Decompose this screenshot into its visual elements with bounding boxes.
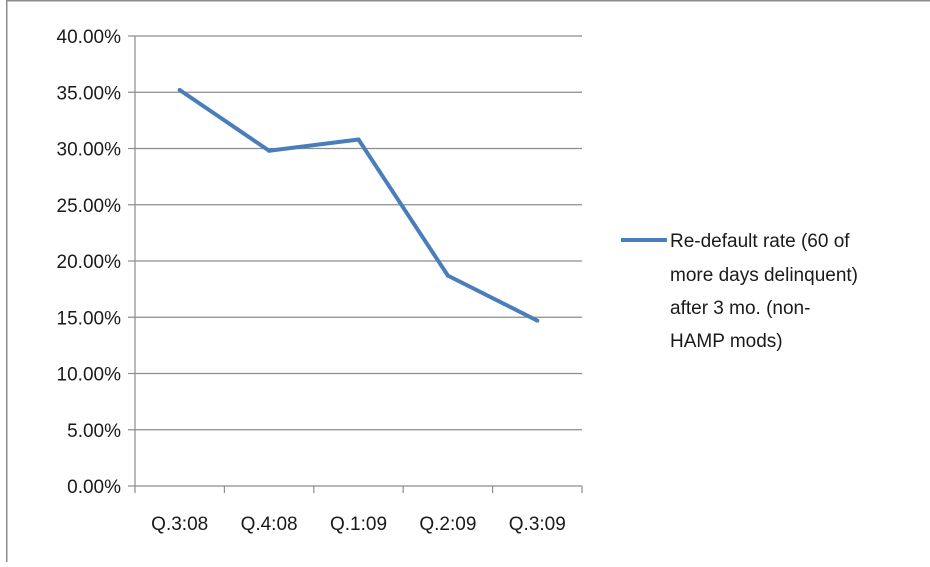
x-tick-label: Q.1:09 [330, 514, 387, 535]
legend-entry-line-3: after 3 mo. (non- [670, 298, 810, 319]
y-tick-label: 40.00% [57, 27, 122, 48]
y-tick-label: 25.00% [57, 196, 122, 217]
axes: 0.00% 5.00% 10.00% 15.00% 20.00% 25.00% 30.00%… [57, 27, 583, 535]
x-tick-label: Q.3:08 [151, 514, 208, 535]
y-tick-label: 30.00% [57, 140, 122, 161]
y-tick-label: 5.00% [67, 421, 121, 442]
legend: Re-default rate (60 of more days delinqu… [621, 231, 858, 352]
data-point [445, 273, 450, 278]
x-tick-label: Q.3:09 [509, 514, 566, 535]
data-point [177, 88, 182, 92]
y-tick-label: 20.00% [57, 252, 122, 273]
x-tick-label: Q.2:09 [419, 514, 476, 535]
y-tick-label: 15.00% [57, 308, 122, 329]
y-tick-label: 0.00% [67, 477, 121, 498]
series [177, 88, 540, 323]
data-point [267, 148, 272, 153]
gridlines [135, 35, 582, 431]
data-point [535, 318, 540, 323]
data-point [356, 137, 361, 142]
y-tick-label: 10.00% [57, 365, 122, 386]
legend-entry-line-1: Re-default rate (60 of [670, 231, 850, 252]
y-tick-label: 35.00% [57, 83, 122, 104]
legend-entry-line-4: HAMP mods) [670, 331, 783, 352]
x-tick-label: Q.4:08 [241, 514, 298, 535]
chart-border-left [6, 0, 8, 562]
legend-entry-line-2: more days delinquent) [670, 265, 858, 286]
chart-border-top [6, 0, 930, 2]
